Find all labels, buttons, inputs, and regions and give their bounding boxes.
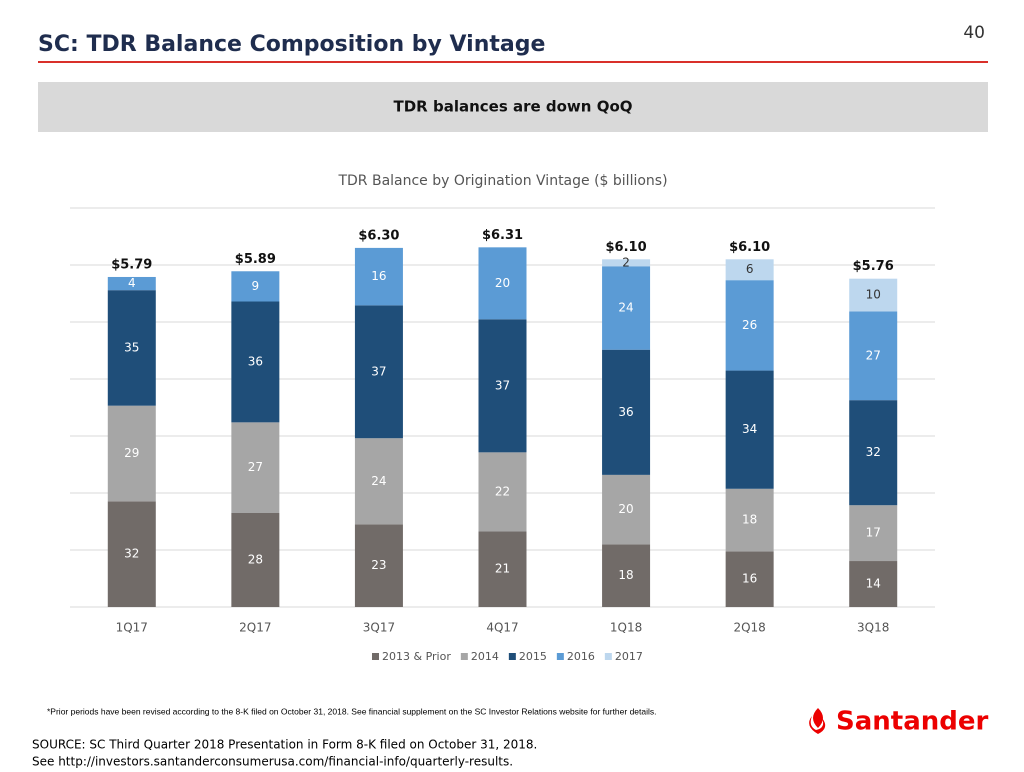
segment-label: 29 [124,446,139,460]
segment-label: 22 [495,484,510,498]
segment-label: 18 [742,513,757,527]
bar-segment [602,474,651,545]
bar-segment [231,512,280,607]
segment-label: 6 [746,262,754,276]
bar-segment [478,319,527,453]
x-tick-label: 2Q18 [733,621,765,635]
legend-swatch [460,653,468,660]
bar-segment [849,278,898,312]
legend-swatch [604,653,612,660]
bar-segment [725,488,774,552]
bar-segment [354,438,403,525]
x-tick-label: 2Q17 [239,621,271,635]
legend-swatch [556,653,564,660]
legend-label: 2015 [519,650,547,663]
segment-label: 36 [618,405,633,419]
bar-segment [602,544,651,607]
chart-title: TDR Balance by Origination Vintage ($ bi… [337,173,667,189]
segment-label: 32 [866,445,881,459]
logo: Santander [836,707,989,737]
bar-segment [725,259,774,281]
segment-label: 18 [618,568,633,582]
page-number: 40 [963,23,985,43]
bar-segment [725,370,774,489]
segment-label: 26 [742,318,757,332]
legend-swatch [508,653,516,660]
segment-label: 14 [866,577,881,591]
plot: 32 29 35 4 $5.79 1Q17 28 27 36 9 $5.89 2Q17 23 24 37 16… [70,207,935,663]
source-line: See http://investors.santanderconsumerus… [32,755,513,769]
segment-label: 24 [371,474,386,488]
segment-label: 36 [248,354,263,368]
bar-segment [602,349,651,475]
segment-label: 37 [495,378,510,392]
bar-segment [107,276,156,291]
bar-segment [478,452,527,532]
legend-swatch [372,653,379,660]
total-label: $6.30 [358,228,399,243]
bar-segment [231,301,280,423]
bar-segment [849,311,898,401]
bar-segment [231,422,280,513]
bar-segment [602,259,651,267]
segment-label: 27 [866,348,881,362]
bar-segment [354,247,403,306]
bar-segment [107,501,156,607]
total-label: $6.10 [729,240,770,255]
total-label: $5.79 [111,257,152,272]
segment-label: 34 [742,422,757,436]
legend-label: 2014 [471,650,499,663]
x-tick-label: 1Q17 [116,621,148,635]
total-label: $5.89 [235,252,276,267]
total-label: $6.10 [606,240,647,255]
bar-segment [231,271,280,302]
bar-segment [478,247,527,320]
banner-bg [38,82,988,132]
segment-label: 28 [248,552,263,566]
bar-segment [354,524,403,607]
bar-segment [602,266,651,350]
bar-segment [354,305,403,439]
segment-label: 21 [495,562,510,576]
segment-label: 16 [371,269,386,283]
segment-label: 4 [128,276,136,290]
x-tick-label: 3Q18 [857,621,889,635]
segment-label: 37 [371,364,386,378]
segment-label: 2 [622,255,630,269]
bar-segment [849,505,898,562]
segment-label: 27 [248,460,263,474]
bar-segment [725,280,774,371]
bar-segment [107,405,156,502]
banner: TDR balances are down QoQ [394,98,633,116]
segment-label: 20 [618,502,633,516]
legend-label: 2017 [615,650,643,663]
x-tick-label: 3Q17 [363,621,395,635]
segment-label: 10 [866,288,881,302]
bar-segment [849,400,898,506]
segment-label: 17 [866,526,881,540]
total-label: $6.31 [482,228,523,243]
segment-label: 23 [371,558,386,572]
segment-label: 35 [124,340,139,354]
legend-label: 2016 [567,650,595,663]
footnote: *Prior periods have been revised accordi… [47,706,657,716]
x-tick-label: 4Q17 [486,621,518,635]
bar-segment [478,531,527,607]
bar-segment [107,290,156,406]
segment-label: 20 [495,276,510,290]
segment-label: 16 [742,572,757,586]
legend-label: 2013 & Prior [382,650,451,663]
x-tick-label: 1Q18 [610,621,642,635]
bar-segment [725,551,774,607]
bar-segment [849,561,898,607]
segment-label: 32 [124,547,139,561]
total-label: $5.76 [853,259,894,274]
logo-flame [809,708,826,734]
page-title: SC: TDR Balance Composition by Vintage [38,32,545,57]
source-line: SOURCE: SC Third Quarter 2018 Presentati… [32,738,537,752]
segment-label: 9 [252,279,260,293]
segment-label: 24 [618,300,633,314]
